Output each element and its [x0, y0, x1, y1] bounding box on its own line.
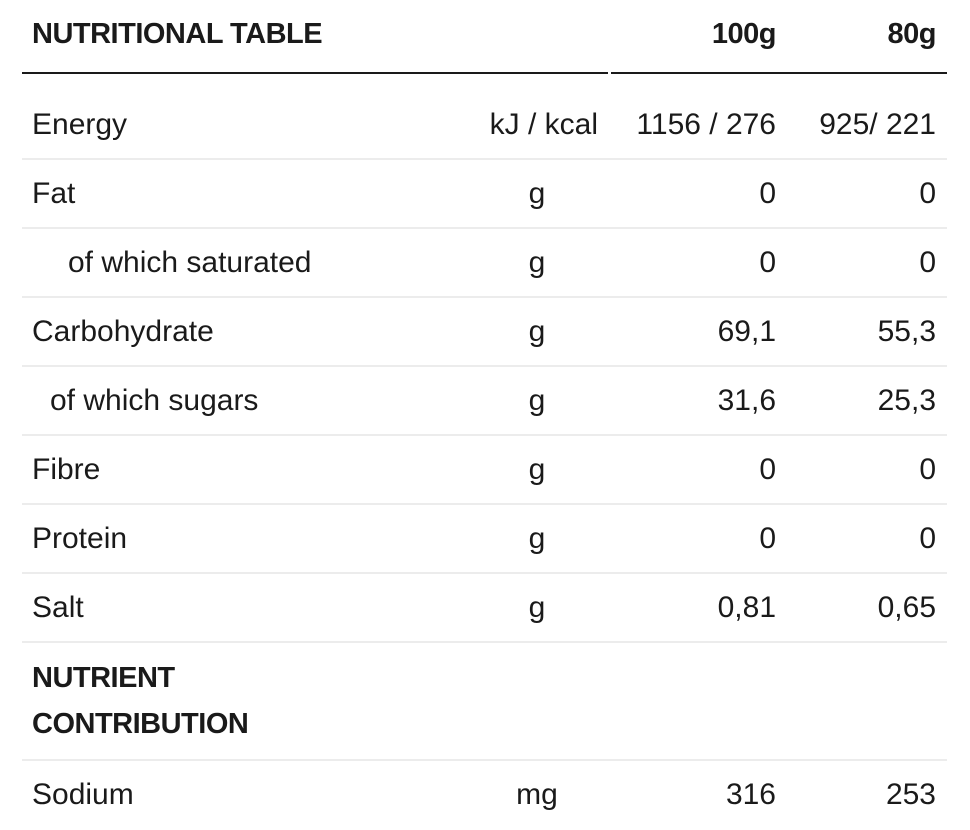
value-100g: 0,81: [717, 591, 776, 624]
value-80g: 253: [885, 778, 936, 811]
value-100g: 316: [725, 778, 776, 811]
header-divider-right: [611, 72, 947, 74]
header-divider-left: [22, 72, 608, 74]
value-80g: 25,3: [877, 384, 936, 417]
value-80g: 0: [919, 177, 936, 210]
column-header-100g: 100g: [711, 18, 777, 50]
value-80g: 0: [919, 453, 936, 486]
nutrient-name: Carbohydrate: [32, 315, 214, 348]
nutrient-unit: mg: [516, 778, 558, 811]
table-title: NUTRITIONAL TABLE: [32, 18, 323, 50]
table-row-sodium: Sodium mg 316 253: [22, 761, 947, 830]
table-header: NUTRITIONAL TABLE 100g 80g: [22, 0, 947, 75]
nutrient-unit: g: [528, 522, 546, 555]
section-title: NUTRIENT CONTRIBUTION: [32, 662, 249, 740]
table-row-protein: Protein g 0 0: [22, 505, 947, 574]
nutrient-name: Fibre: [32, 453, 101, 486]
nutrient-unit: g: [528, 246, 546, 279]
table-row-energy: Energy kJ / kcal 1156 / 276 925/ 221: [22, 91, 947, 160]
table-row-saturated: of which saturated g 0 0: [22, 229, 947, 298]
nutrient-name: Salt: [32, 591, 84, 624]
value-100g: 1156 / 276: [636, 108, 776, 141]
value-100g: 0: [759, 522, 776, 555]
nutrient-unit: g: [528, 177, 546, 210]
nutrient-unit: kJ / kcal: [489, 108, 598, 141]
value-100g: 0: [759, 453, 776, 486]
value-80g: 0: [919, 522, 936, 555]
value-100g: 0: [759, 246, 776, 279]
table-row-salt: Salt g 0,81 0,65: [22, 574, 947, 643]
header-spacer: [22, 75, 947, 91]
section-nutrient-contribution: NUTRIENT CONTRIBUTION: [22, 643, 947, 761]
value-80g: 0,65: [877, 591, 936, 624]
nutrient-name: Sodium: [32, 778, 134, 811]
table-row-fat: Fat g 0 0: [22, 160, 947, 229]
nutrient-name: Fat: [32, 177, 76, 210]
table-row-fibre: Fibre g 0 0: [22, 436, 947, 505]
nutrient-name: Energy: [32, 108, 128, 141]
nutrient-unit: g: [528, 591, 546, 624]
nutrient-name: Protein: [32, 522, 128, 555]
table-row-carbohydrate: Carbohydrate g 69,1 55,3: [22, 298, 947, 367]
value-100g: 69,1: [717, 315, 776, 348]
nutrient-unit: g: [528, 453, 546, 486]
column-header-80g: 80g: [887, 18, 937, 50]
value-80g: 925/ 221: [819, 108, 936, 141]
value-80g: 55,3: [877, 315, 936, 348]
nutrition-table: NUTRITIONAL TABLE 100g 80g Energy kJ / k…: [22, 0, 947, 830]
nutrient-unit: g: [528, 315, 546, 348]
table-row-sugars: of which sugars g 31,6 25,3: [22, 367, 947, 436]
value-100g: 0: [759, 177, 776, 210]
nutrient-name: of which saturated: [68, 246, 312, 279]
nutrient-name: of which sugars: [50, 384, 259, 417]
nutrient-unit: g: [528, 384, 546, 417]
value-80g: 0: [919, 246, 936, 279]
value-100g: 31,6: [717, 384, 776, 417]
